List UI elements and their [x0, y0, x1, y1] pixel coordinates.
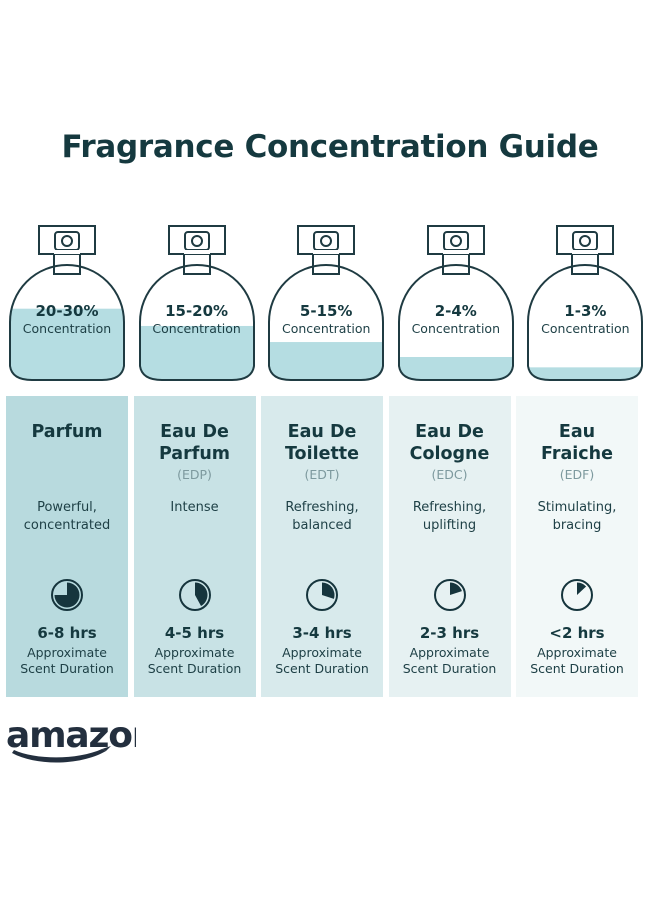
- perfume-bottle-icon: [265, 218, 395, 388]
- perfume-bottle-icon: [136, 218, 266, 388]
- scent-duration-hours: <2 hrs: [549, 624, 605, 642]
- bottle-4: 2-4% Concentration: [395, 218, 525, 388]
- scent-duration-hours: 3-4 hrs: [292, 624, 352, 642]
- scent-duration-hours: 4-5 hrs: [164, 624, 225, 642]
- fragrance-description: Intense: [170, 500, 219, 515]
- bottle-2: 15-20% Concentration: [136, 218, 266, 388]
- fragrance-name: Parfum: [31, 422, 103, 442]
- fragrance-card-5[interactable]: Eau Fraiche (EDF) Stimulating, bracing <2 hrs…: [516, 396, 638, 697]
- bottle-1: 20-30% Concentration: [6, 218, 136, 388]
- fragrance-description: Powerful, concentrated: [23, 500, 111, 533]
- scent-duration-hours: 2-3 hrs: [419, 624, 480, 642]
- fragrance-card-2[interactable]: Eau De Parfum (EDP) Intense 4-5 hrs Approxima…: [133, 396, 256, 697]
- fragrance-description: Stimulating, bracing: [537, 500, 617, 533]
- fragrance-description: Refreshing, balanced: [285, 500, 359, 533]
- perfume-bottle-icon: [6, 218, 136, 388]
- clock-pie-icon: [389, 578, 511, 612]
- scent-duration-label: Approximate Scent Duration: [275, 645, 369, 676]
- clock-pie-icon: [134, 578, 256, 612]
- bottle-3: 5-15% Concentration: [265, 218, 395, 388]
- scent-duration-hours: 6-8 hrs: [37, 624, 97, 642]
- fragrance-name: Eau De Toilette: [284, 422, 360, 464]
- page-title: Fragrance Concentration Guide: [61, 129, 599, 165]
- fragrance-abbreviation: (EDF): [559, 467, 595, 482]
- clock-pie-icon: [516, 578, 638, 612]
- scent-duration-label: Approximate Scent Duration: [402, 645, 497, 676]
- scent-duration-label: Approximate Scent Duration: [20, 645, 114, 676]
- fragrance-abbreviation: (EDP): [177, 467, 212, 482]
- amazon-logo: amazon: [6, 715, 157, 764]
- fragrance-abbreviation: (EDT): [304, 467, 340, 482]
- bottle-5: 1-3% Concentration: [524, 218, 654, 388]
- bottle-row: 20-30% Concentration 15-20% Concentration 5-…: [6, 218, 654, 388]
- fragrance-description: Refreshing, uplifting: [412, 500, 487, 533]
- fragrance-name: Eau De Cologne: [409, 422, 490, 464]
- fragrance-card-3[interactable]: Eau De Toilette (EDT) Refreshing, balanced 3-…: [261, 396, 383, 697]
- fragrance-card-4[interactable]: Eau De Cologne (EDC) Refreshing, uplifting 2-…: [388, 396, 511, 697]
- fragrance-card-1[interactable]: Parfum Powerful, concentrated 6-8 hrs Approx…: [6, 396, 128, 697]
- perfume-bottle-icon: [395, 218, 525, 388]
- scent-duration-label: Approximate Scent Duration: [530, 645, 624, 676]
- svg-text:amazon: amazon: [6, 716, 136, 756]
- perfume-bottle-icon: [524, 218, 654, 388]
- card-row: Parfum Powerful, concentrated 6-8 hrs Approx…: [6, 396, 654, 697]
- clock-pie-icon: [6, 578, 128, 612]
- fragrance-abbreviation: (EDC): [431, 467, 468, 482]
- scent-duration-label: Approximate Scent Duration: [147, 645, 242, 676]
- fragrance-name: Eau De Parfum: [158, 422, 231, 464]
- fragrance-name: Eau Fraiche: [541, 422, 613, 464]
- clock-pie-icon: [261, 578, 383, 612]
